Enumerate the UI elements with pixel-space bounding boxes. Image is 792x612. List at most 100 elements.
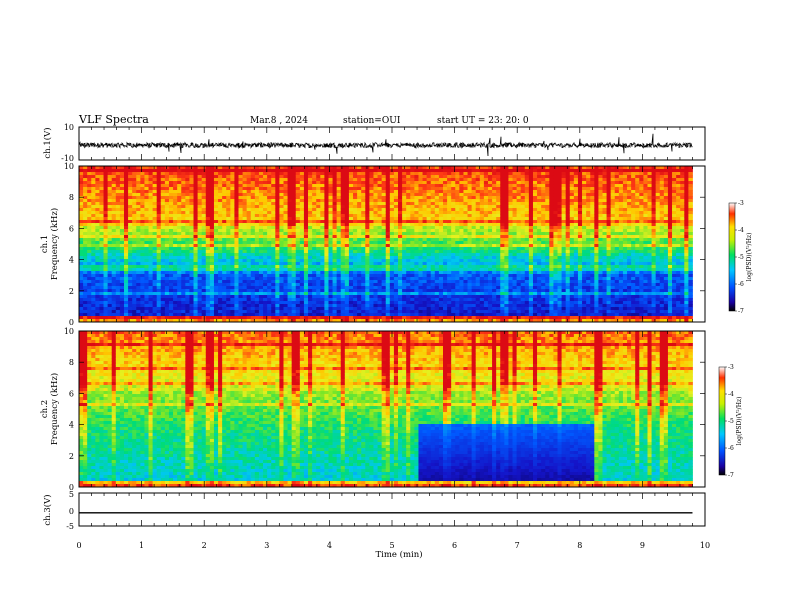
spectrogram-cell — [136, 214, 141, 218]
spectrogram-cell — [414, 280, 419, 284]
spectrogram-cell — [189, 235, 194, 239]
spectrogram-cell — [83, 181, 88, 185]
spectrogram-cell — [226, 229, 231, 233]
spectrogram-cell — [132, 283, 137, 287]
spectrogram-cell — [177, 277, 182, 281]
spectrogram-cell — [144, 286, 149, 290]
spectrogram-cell — [430, 238, 436, 242]
spectrogram-cell — [393, 220, 399, 224]
spectrogram-cell — [209, 166, 215, 170]
spectrogram-cell — [99, 193, 104, 197]
spectrogram-cell — [222, 262, 227, 266]
spectrogram-cell — [414, 205, 419, 209]
spectrogram-cell — [87, 187, 92, 191]
spectrogram-cell — [389, 310, 395, 314]
spectrogram-cell — [353, 202, 358, 206]
spectrogram-cell — [222, 289, 227, 293]
spectrogram-cell — [287, 166, 293, 170]
spectrogram-cell — [152, 196, 158, 200]
spectrogram-cell — [95, 256, 100, 260]
spectrogram-cell — [414, 277, 419, 281]
spectrogram-cell — [291, 214, 297, 218]
spectrogram-cell — [156, 259, 162, 263]
spectrogram-cell — [414, 283, 419, 287]
spectrogram-cell — [185, 211, 190, 215]
spectrogram-cell — [144, 262, 149, 266]
spectrogram-cell — [193, 238, 199, 242]
spectrogram-cell — [250, 319, 256, 323]
spectrogram-cell — [316, 319, 321, 323]
spectrogram-cell — [111, 184, 117, 188]
spectrogram-cell — [99, 181, 104, 185]
spectrogram-cell — [119, 289, 125, 293]
spectrogram-cell — [115, 256, 121, 260]
spectrogram-cell — [418, 250, 423, 254]
spectrogram-cell — [328, 280, 333, 284]
spectrogram-cell — [377, 301, 383, 305]
spectrogram-cell — [344, 295, 350, 299]
spectrogram-cell — [320, 199, 325, 203]
spectrogram-cell — [357, 313, 362, 317]
spectrogram-cell — [365, 175, 370, 179]
spectrogram-cell — [246, 244, 252, 248]
spectrogram-cell — [107, 217, 113, 221]
spectrogram-cell — [238, 259, 243, 263]
spectrogram-cell — [226, 172, 231, 176]
spectrogram-cell — [275, 280, 280, 284]
spectrogram-cell — [123, 205, 129, 209]
spectrogram-cell — [365, 298, 370, 302]
spectrogram-cell — [140, 262, 145, 266]
spectrogram-cell — [103, 226, 109, 230]
spectrogram-cell — [353, 175, 358, 179]
spectrogram-cell — [414, 193, 419, 197]
spectrogram-cell — [303, 169, 309, 173]
spectrogram-cell — [406, 190, 411, 194]
spectrogram-cell — [340, 277, 346, 281]
spectrogram-cell — [291, 271, 297, 275]
spectrogram-cell — [226, 205, 231, 209]
spectrogram-cell — [365, 214, 370, 218]
spectrogram-cell — [218, 172, 223, 176]
spectrogram-cell — [136, 274, 141, 278]
spectrogram-cell — [320, 241, 325, 245]
spectrogram-cell — [107, 238, 113, 242]
spectrogram-cell — [430, 199, 436, 203]
spectrogram-cell — [389, 262, 395, 266]
spectrogram-cell — [267, 190, 272, 194]
spectrogram-cell — [123, 307, 129, 311]
spectrogram-cell — [336, 319, 342, 323]
spectrogram-cell — [299, 262, 305, 266]
spectrogram-cell — [422, 169, 428, 173]
spectrogram-cell — [258, 250, 264, 254]
spectrogram-cell — [132, 277, 137, 281]
spectrogram-cell — [87, 238, 92, 242]
spectrogram-cell — [91, 172, 96, 176]
spectrogram-cell — [111, 271, 117, 275]
spectrogram-cell — [201, 241, 207, 245]
spectrogram-cell — [303, 295, 309, 299]
spectrogram-cell — [246, 217, 252, 221]
spectrogram-cell — [250, 304, 256, 308]
spectrogram-cell — [181, 217, 186, 221]
spectrogram-cell — [209, 295, 215, 299]
spectrogram-cell — [111, 289, 117, 293]
spectrogram-cell — [406, 274, 411, 278]
spectrogram-cell — [119, 274, 125, 278]
spectrogram-cell — [177, 310, 182, 314]
spectrogram-cell — [393, 301, 399, 305]
spectrogram-cell — [230, 229, 235, 233]
spectrogram-cell — [197, 247, 203, 251]
spectrogram-cell — [197, 232, 203, 236]
spectrogram-cell — [312, 271, 317, 275]
spectrogram-cell — [107, 193, 113, 197]
spectrogram-cell — [213, 214, 219, 218]
spectrogram-cell — [144, 244, 149, 248]
spectrogram-cell — [119, 295, 125, 299]
spectrogram-cell — [426, 298, 432, 302]
spectrogram-cell — [410, 202, 415, 206]
spectrogram-cell — [140, 259, 145, 263]
spectrogram-cell — [402, 211, 407, 215]
spectrogram-cell — [430, 205, 436, 209]
spectrogram-cell — [95, 238, 100, 242]
spectrogram-cell — [438, 196, 444, 200]
